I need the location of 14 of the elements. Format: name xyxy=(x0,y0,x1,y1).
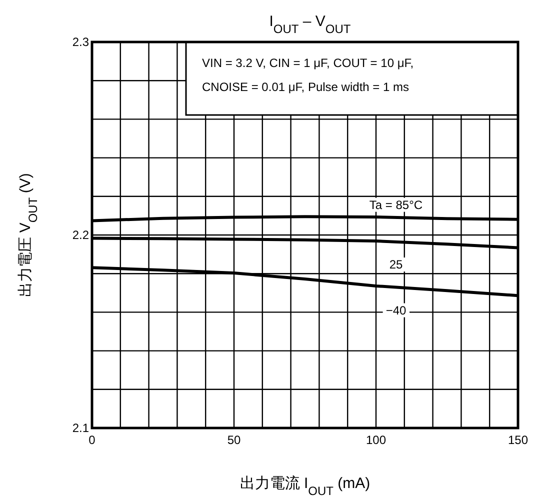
annotation: VIN = 3.2 V, CIN = 1 μF, COUT = 10 μF, CNOISE = 0.01 μF, Pulse width = 1 ms xyxy=(202,56,414,94)
y-tick-label: 2.2 xyxy=(72,228,90,242)
x-tick-label: 50 xyxy=(227,433,241,447)
annotation: 25 xyxy=(389,258,403,272)
x-tick-label: 150 xyxy=(508,433,528,447)
note: VIN = 3.2 V, CIN = 1 μF, COUT = 10 μF, CNOISE = 0.01 μF, Pulse width = 1 ms xyxy=(185,41,519,116)
annotation: −40 xyxy=(386,303,406,318)
y-tick-label: 2.3 xyxy=(72,35,90,49)
x-tick-label: 100 xyxy=(366,433,386,447)
chart-title: I$_{OUT}$ – V$_{OUT}$ xyxy=(269,13,352,36)
x-axis-title: 出力電流 I$_{OUT}$ (mA) xyxy=(240,475,370,498)
x-tick-label: 0 xyxy=(88,433,96,447)
annotation: Ta = 85°C xyxy=(369,198,423,212)
y-tick-label: 2.1 xyxy=(72,421,90,435)
